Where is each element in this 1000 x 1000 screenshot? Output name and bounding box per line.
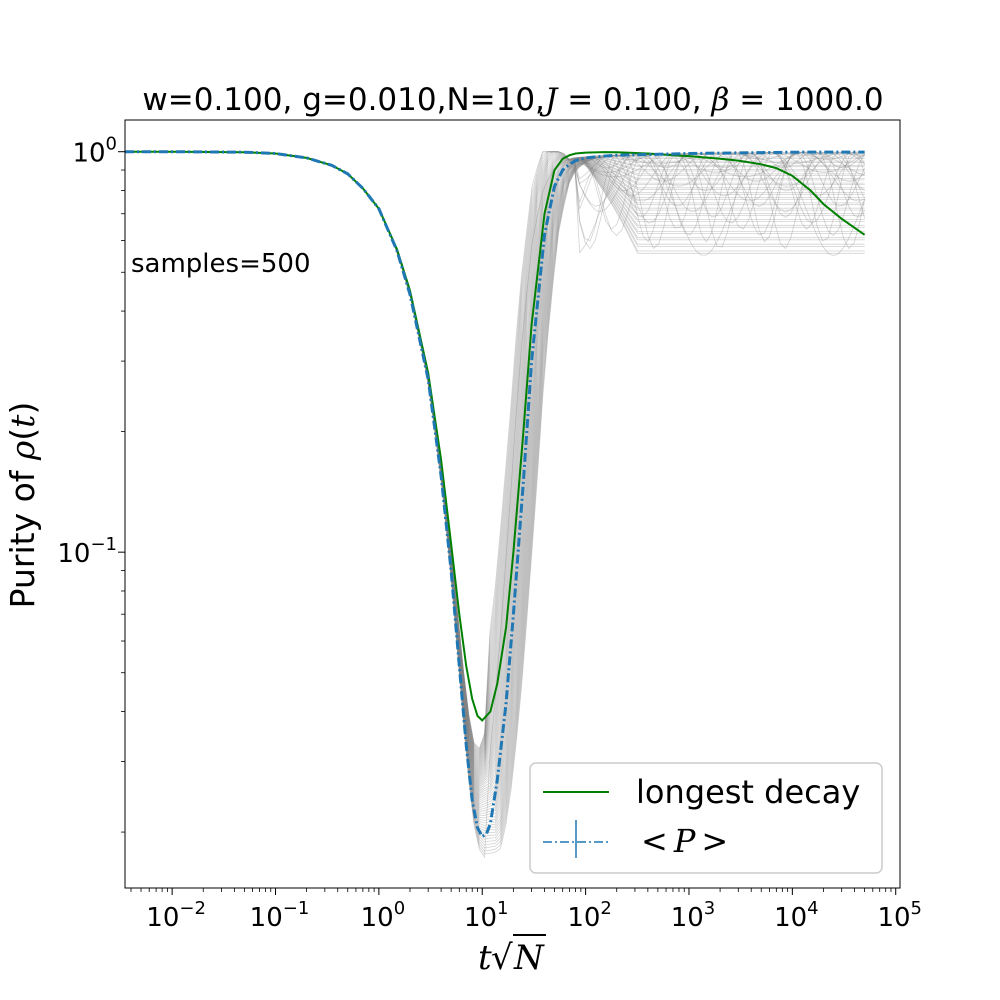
series-mean-P [125, 150, 865, 839]
samples-annotation: samples=500 [131, 249, 311, 279]
legend-label-longest-decay: longest decay [636, 773, 860, 811]
x-label-root: √ [491, 938, 513, 978]
x-label-t: t [478, 938, 492, 978]
x-tick-label: 10−2 [146, 898, 206, 933]
x-tick-label: 100 [361, 898, 406, 933]
series-group [125, 150, 866, 839]
plot-frame [124, 119, 901, 889]
legend-box [529, 762, 883, 874]
x-tick-label: 103 [671, 898, 716, 933]
sample-curve-58 [125, 151, 865, 766]
x-tick-label: 104 [774, 898, 819, 933]
x-axis-label: t √ N [478, 934, 546, 978]
legend-label-mean: < P > [641, 822, 728, 860]
x-label-N: N [513, 938, 545, 978]
y-tick-label: 100 [72, 134, 117, 169]
x-tick-label: 101 [464, 898, 509, 933]
x-tick-label: 102 [567, 898, 612, 933]
legend: longest decay < P > [529, 762, 883, 874]
y-tick-label: 10−1 [57, 534, 117, 569]
chart-title: w=0.100, g=0.010,N=10,J = 0.100, β = 100… [142, 82, 883, 118]
y-axis-label: Purity of ρ(t) [3, 402, 42, 609]
x-tick-label: 105 [877, 898, 922, 933]
ticks-group: 10−2 10−1 100 101 102 103 104 105 100 10−1 [57, 134, 922, 933]
x-tick-label: 10−1 [250, 898, 310, 933]
